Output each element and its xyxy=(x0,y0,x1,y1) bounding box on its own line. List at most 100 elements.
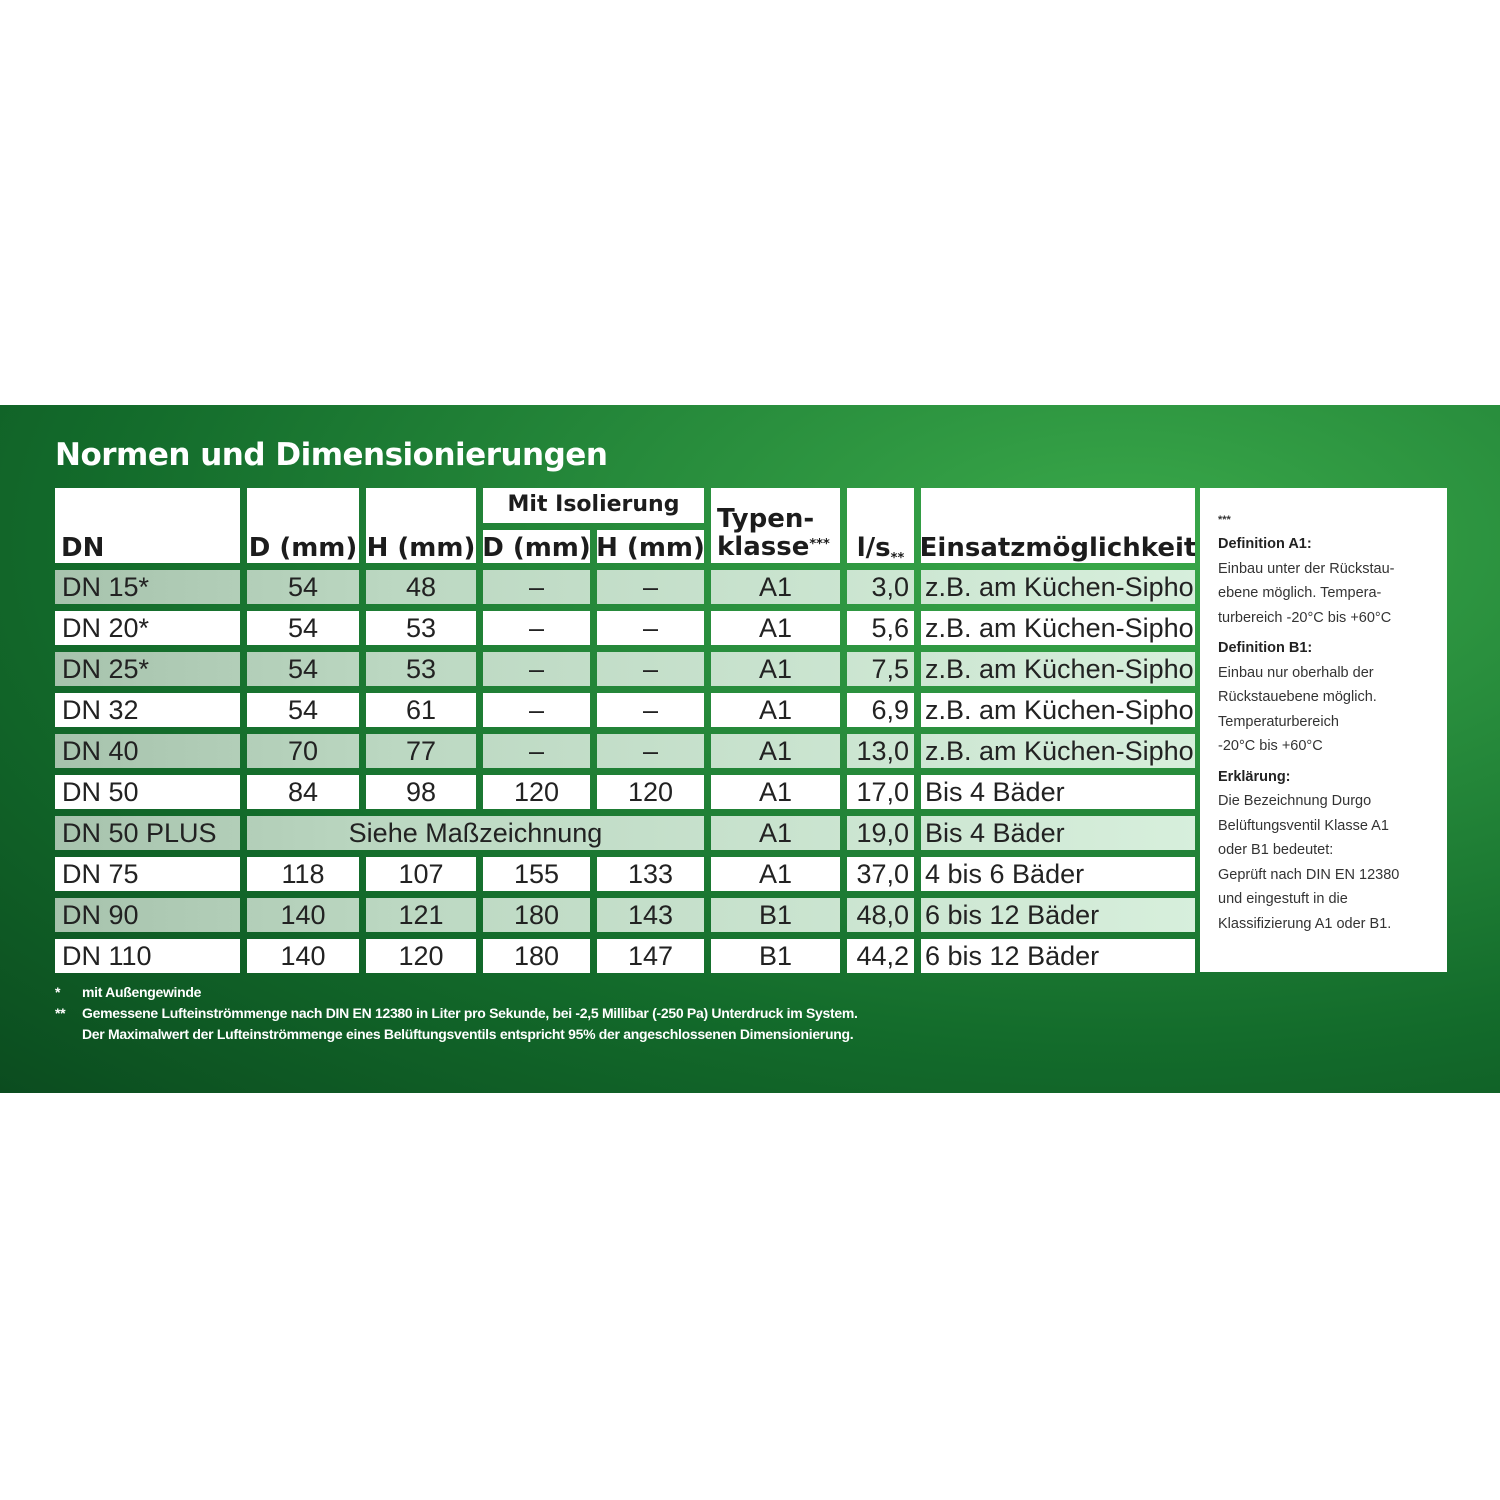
panel-mark: *** xyxy=(1218,514,1231,526)
cell-ls: 37,0 xyxy=(847,857,914,891)
cell-d: 70 xyxy=(247,734,359,768)
cell-ls: 5,6 xyxy=(847,611,914,645)
panel-line: Klassifizierung A1 oder B1. xyxy=(1218,915,1392,932)
cell-use: z.B. am Küchen-Siphon xyxy=(921,734,1195,768)
definition-a1: Definition A1: Einbau unter der Rückstau… xyxy=(1218,532,1447,630)
panel-line: Die Bezeichnung Durgo xyxy=(1218,793,1372,809)
definition-b1: Definition B1: Einbau nur oberhalb der Rü… xyxy=(1218,636,1447,759)
cell-typ: B1 xyxy=(711,898,840,932)
cell-h: 120 xyxy=(366,939,476,973)
cell-dn: DN 75 xyxy=(55,857,240,891)
cell-iso-h: – xyxy=(597,611,704,645)
cell-typ: A1 xyxy=(711,734,840,768)
b1-title: Definition B1: xyxy=(1218,640,1313,656)
cell-h: 61 xyxy=(366,693,476,727)
cell-typ: A1 xyxy=(711,652,840,686)
cell-d: 140 xyxy=(247,939,359,973)
cell-use: z.B. am Küchen-Siphon xyxy=(921,652,1195,686)
cell-dn: DN 20* xyxy=(55,611,240,645)
footnotes: * mit Außengewinde ** Gemessene Lufteinströ… xyxy=(55,982,858,1045)
cell-dn: DN 15* xyxy=(55,570,240,604)
panel-line: Temperaturbereich xyxy=(1218,713,1339,730)
panel-line: Einbau unter der Rückstau- xyxy=(1218,560,1395,577)
cell-dn: DN 50 PLUS xyxy=(55,816,240,850)
cell-ls: 17,0 xyxy=(847,775,914,809)
cell-iso-h: – xyxy=(597,693,704,727)
footnote-text: Gemessene Lufteinströmmenge nach DIN EN … xyxy=(82,1005,858,1021)
cell-d: 54 xyxy=(247,652,359,686)
cell-typ: B1 xyxy=(711,939,840,973)
cell-use: z.B. am Küchen-Siphon xyxy=(921,570,1195,604)
panel-line: und eingestuft in die xyxy=(1218,891,1348,907)
cell-use: Bis 4 Bäder xyxy=(921,775,1195,809)
cell-iso-d: – xyxy=(483,734,590,768)
panel-line: Belüftungsventil Klasse A1 xyxy=(1218,817,1389,834)
cell-d: 140 xyxy=(247,898,359,932)
page-title: Normen und Dimensionierungen xyxy=(55,437,608,473)
cell-dn: DN 90 xyxy=(55,898,240,932)
header-typ-mark: *** xyxy=(809,536,830,552)
cell-h: 121 xyxy=(366,898,476,932)
cell-iso-h: – xyxy=(597,652,704,686)
header-iso-h: H (mm) xyxy=(597,530,704,563)
cell-d: 54 xyxy=(247,693,359,727)
footnote-mark: * xyxy=(55,984,61,1000)
cell-use: z.B. am Küchen-Siphon xyxy=(921,693,1195,727)
header-d: D (mm) xyxy=(247,488,359,563)
header-typenklasse: Typen- klasse*** xyxy=(711,488,840,563)
cell-typ: A1 xyxy=(711,693,840,727)
panel-line: Einbau nur oberhalb der xyxy=(1218,664,1374,681)
cell-typ: A1 xyxy=(711,570,840,604)
cell-typ: A1 xyxy=(711,857,840,891)
panel-line: turbereich -20°C bis +60°C xyxy=(1218,609,1392,626)
cell-typ: A1 xyxy=(711,611,840,645)
cell-dn: DN 32 xyxy=(55,693,240,727)
cell-iso-d: – xyxy=(483,611,590,645)
cell-use: 6 bis 12 Bäder xyxy=(921,939,1195,973)
cell-ls: 13,0 xyxy=(847,734,914,768)
cell-h: 77 xyxy=(366,734,476,768)
cell-iso-d: – xyxy=(483,693,590,727)
cell-iso-h: 133 xyxy=(597,857,704,891)
cell-iso-h: 120 xyxy=(597,775,704,809)
header-einsatz: Einsatzmöglichkeit xyxy=(921,488,1195,563)
footnote-mark: ** xyxy=(55,1005,66,1021)
cell-d: 54 xyxy=(247,570,359,604)
definitions-panel: *** Definition A1: Einbau unter der Rück… xyxy=(1200,488,1447,972)
header-iso-d: D (mm) xyxy=(483,530,590,563)
cell-use: 4 bis 6 Bäder xyxy=(921,857,1195,891)
cell-typ: A1 xyxy=(711,816,840,850)
panel-line: -20°C bis +60°C xyxy=(1218,738,1323,754)
cell-iso-h: 147 xyxy=(597,939,704,973)
cell-iso-h: – xyxy=(597,734,704,768)
cell-ls: 19,0 xyxy=(847,816,914,850)
cell-ls: 6,9 xyxy=(847,693,914,727)
cell-iso-d: 180 xyxy=(483,939,590,973)
expl-text: Die Bezeichnung Durgo Belüftungsventil Kl… xyxy=(1218,789,1447,936)
header-typ-line1: Typen- xyxy=(717,504,815,535)
footnote: ** Gemessene Lufteinströmmenge nach DIN E… xyxy=(55,1003,858,1024)
cell-dn: DN 50 xyxy=(55,775,240,809)
panel-line: Rückstauebene möglich. xyxy=(1218,689,1377,705)
header-h: H (mm) xyxy=(366,488,476,563)
cell-iso-d: 155 xyxy=(483,857,590,891)
cell-iso-d: 120 xyxy=(483,775,590,809)
a1-text: Einbau unter der Rückstau-ebene möglich.… xyxy=(1218,557,1447,631)
panel-line: Geprüft nach DIN EN 12380 xyxy=(1218,866,1400,883)
cell-d: 84 xyxy=(247,775,359,809)
cell-dn: DN 25* xyxy=(55,652,240,686)
cell-iso-h: 143 xyxy=(597,898,704,932)
explanation: Erklärung: Die Bezeichnung Durgo Belüftun… xyxy=(1218,765,1447,937)
cell-h: 107 xyxy=(366,857,476,891)
cell-dn: DN 110 xyxy=(55,939,240,973)
dimensions-table: DN D (mm) H (mm) Mit Isolierung D (mm) H… xyxy=(55,488,1195,973)
cell-use: z.B. am Küchen-Siphon xyxy=(921,611,1195,645)
cell-ls: 48,0 xyxy=(847,898,914,932)
header-typ-line2: klasse xyxy=(717,531,810,562)
cell-ls: 44,2 xyxy=(847,939,914,973)
cell-d: 54 xyxy=(247,611,359,645)
cell-merged: Siehe Maßzeichnung xyxy=(247,816,704,850)
header-ls: l/s ** xyxy=(847,488,914,563)
cell-h: 48 xyxy=(366,570,476,604)
panel-line: ebene möglich. Tempera- xyxy=(1218,585,1382,601)
